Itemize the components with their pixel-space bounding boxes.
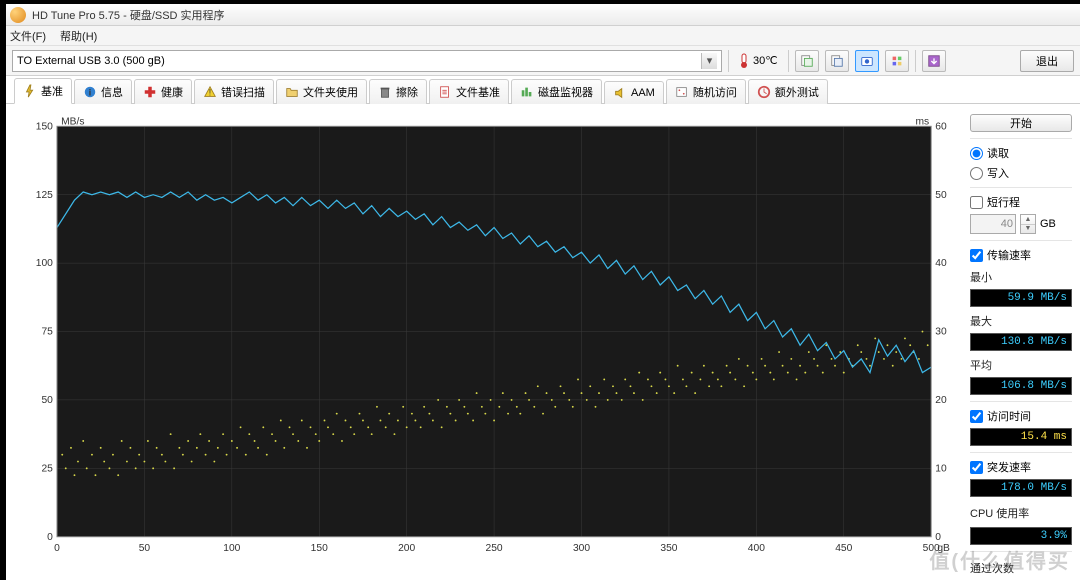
save-button[interactable] (922, 50, 946, 72)
svg-text:100: 100 (36, 258, 53, 269)
tab-filebench[interactable]: 文件基准 (429, 79, 509, 104)
svg-text:MB/s: MB/s (61, 116, 84, 127)
info-icon: i (83, 85, 97, 99)
passes-label: 通过次数 (970, 560, 1072, 576)
folder-icon (285, 85, 299, 99)
tabstrip: 基准i信息健康!错误扫描文件夹使用擦除文件基准磁盘监视器AAM随机访问额外测试 (6, 76, 1080, 104)
separator (915, 50, 916, 72)
svg-text:!: ! (209, 88, 211, 98)
tab-random[interactable]: 随机访问 (666, 79, 746, 104)
svg-text:20: 20 (935, 395, 947, 406)
start-button[interactable]: 开始 (970, 114, 1072, 132)
toolbar: TO External USB 3.0 (500 gB) ▾ 30℃ 退出 (6, 46, 1080, 76)
svg-text:10: 10 (935, 463, 947, 474)
monitor-icon (520, 85, 534, 99)
separator (728, 50, 729, 72)
device-name: TO External USB 3.0 (500 gB) (17, 55, 165, 67)
transfer-rate-check[interactable]: 传输速率 (970, 247, 1072, 263)
svg-text:150: 150 (36, 121, 53, 132)
tab-folder[interactable]: 文件夹使用 (276, 79, 367, 104)
svg-text:150: 150 (311, 543, 328, 554)
svg-text:0: 0 (47, 532, 53, 543)
menubar: 文件(F) 帮助(H) (6, 26, 1080, 46)
max-value: 130.8 MB/s (970, 333, 1072, 351)
exit-button[interactable]: 退出 (1020, 50, 1074, 72)
copy-screenshot-button[interactable] (825, 50, 849, 72)
svg-text:60: 60 (935, 121, 947, 132)
max-label: 最大 (970, 313, 1072, 329)
svg-text:0: 0 (54, 543, 60, 554)
read-radio[interactable]: 读取 (970, 145, 1072, 161)
svg-text:40: 40 (935, 258, 947, 269)
tab-monitor[interactable]: 磁盘监视器 (511, 79, 602, 104)
menu-help[interactable]: 帮助(H) (60, 28, 97, 44)
stroke-unit: GB (1040, 218, 1056, 230)
warn-icon: ! (203, 85, 217, 99)
access-time-check[interactable]: 访问时间 (970, 408, 1072, 424)
svg-text:75: 75 (41, 327, 53, 338)
tab-erase[interactable]: 擦除 (369, 79, 427, 104)
random-icon (675, 85, 689, 99)
window-title: HD Tune Pro 5.75 - 硬盘/SSD 实用程序 (32, 7, 225, 23)
short-stroke-check[interactable]: 短行程 (970, 194, 1072, 210)
tab-plus[interactable]: 健康 (134, 79, 192, 104)
plus-icon (143, 85, 157, 99)
svg-text:125: 125 (36, 190, 53, 201)
menu-file[interactable]: 文件(F) (10, 28, 46, 44)
stroke-spinner[interactable]: ▲▼ (1020, 214, 1036, 234)
temperature-value: 30℃ (753, 54, 778, 67)
cpu-label: CPU 使用率 (970, 505, 1072, 521)
svg-text:50: 50 (139, 543, 151, 554)
access-value: 15.4 ms (970, 428, 1072, 446)
screenshot-button[interactable] (855, 50, 879, 72)
avg-value: 106.8 MB/s (970, 377, 1072, 395)
svg-text:100: 100 (223, 543, 240, 554)
temperature-display: 30℃ (735, 53, 782, 69)
svg-text:250: 250 (486, 543, 503, 554)
svg-text:0: 0 (935, 532, 941, 543)
svg-text:200: 200 (398, 543, 415, 554)
svg-text:450: 450 (835, 543, 852, 554)
titlebar: HD Tune Pro 5.75 - 硬盘/SSD 实用程序 (6, 4, 1080, 26)
chart-svg: 0 25 50 75 100 125 150 0 10 20 30 40 50 60 0 50 100 150 20… (18, 114, 962, 565)
svg-text:30: 30 (935, 327, 947, 338)
tab-extra[interactable]: 额外测试 (748, 79, 828, 104)
benchmark-chart: 0 25 50 75 100 125 150 0 10 20 30 40 50 60 0 50 100 150 20… (18, 114, 962, 572)
min-value: 59.9 MB/s (970, 289, 1072, 307)
app-icon (10, 7, 26, 23)
svg-text:350: 350 (660, 543, 677, 554)
svg-text:300: 300 (573, 543, 590, 554)
extra-icon (757, 85, 771, 99)
min-label: 最小 (970, 269, 1072, 285)
svg-text:400: 400 (748, 543, 765, 554)
side-panel: 开始 读取 写入 短行程 ▲▼ GB 传输速率 最小 59.9 MB/s 最大 … (962, 114, 1072, 572)
svg-text:ms: ms (915, 116, 929, 127)
tab-info[interactable]: i信息 (74, 79, 132, 104)
filebench-icon (438, 85, 452, 99)
avg-label: 平均 (970, 357, 1072, 373)
thermometer-icon (739, 53, 749, 69)
tab-speaker[interactable]: AAM (604, 81, 664, 104)
tab-bolt[interactable]: 基准 (14, 78, 72, 104)
bolt-icon (23, 84, 37, 98)
burst-value: 178.0 MB/s (970, 479, 1072, 497)
separator (788, 50, 789, 72)
svg-text:i: i (89, 88, 91, 98)
speaker-icon (613, 86, 627, 100)
device-select[interactable]: TO External USB 3.0 (500 gB) ▾ (12, 50, 722, 72)
erase-icon (378, 85, 392, 99)
copy-info-button[interactable] (795, 50, 819, 72)
svg-text:50: 50 (41, 395, 53, 406)
svg-text:gB: gB (937, 543, 950, 554)
stroke-value-input[interactable] (970, 214, 1016, 234)
svg-text:25: 25 (41, 463, 53, 474)
tab-warn[interactable]: !错误扫描 (194, 79, 274, 104)
burst-rate-check[interactable]: 突发速率 (970, 459, 1072, 475)
options-button[interactable] (885, 50, 909, 72)
write-radio[interactable]: 写入 (970, 165, 1072, 181)
chevron-down-icon: ▾ (701, 53, 717, 69)
svg-text:50: 50 (935, 190, 947, 201)
cpu-value: 3.9% (970, 527, 1072, 545)
